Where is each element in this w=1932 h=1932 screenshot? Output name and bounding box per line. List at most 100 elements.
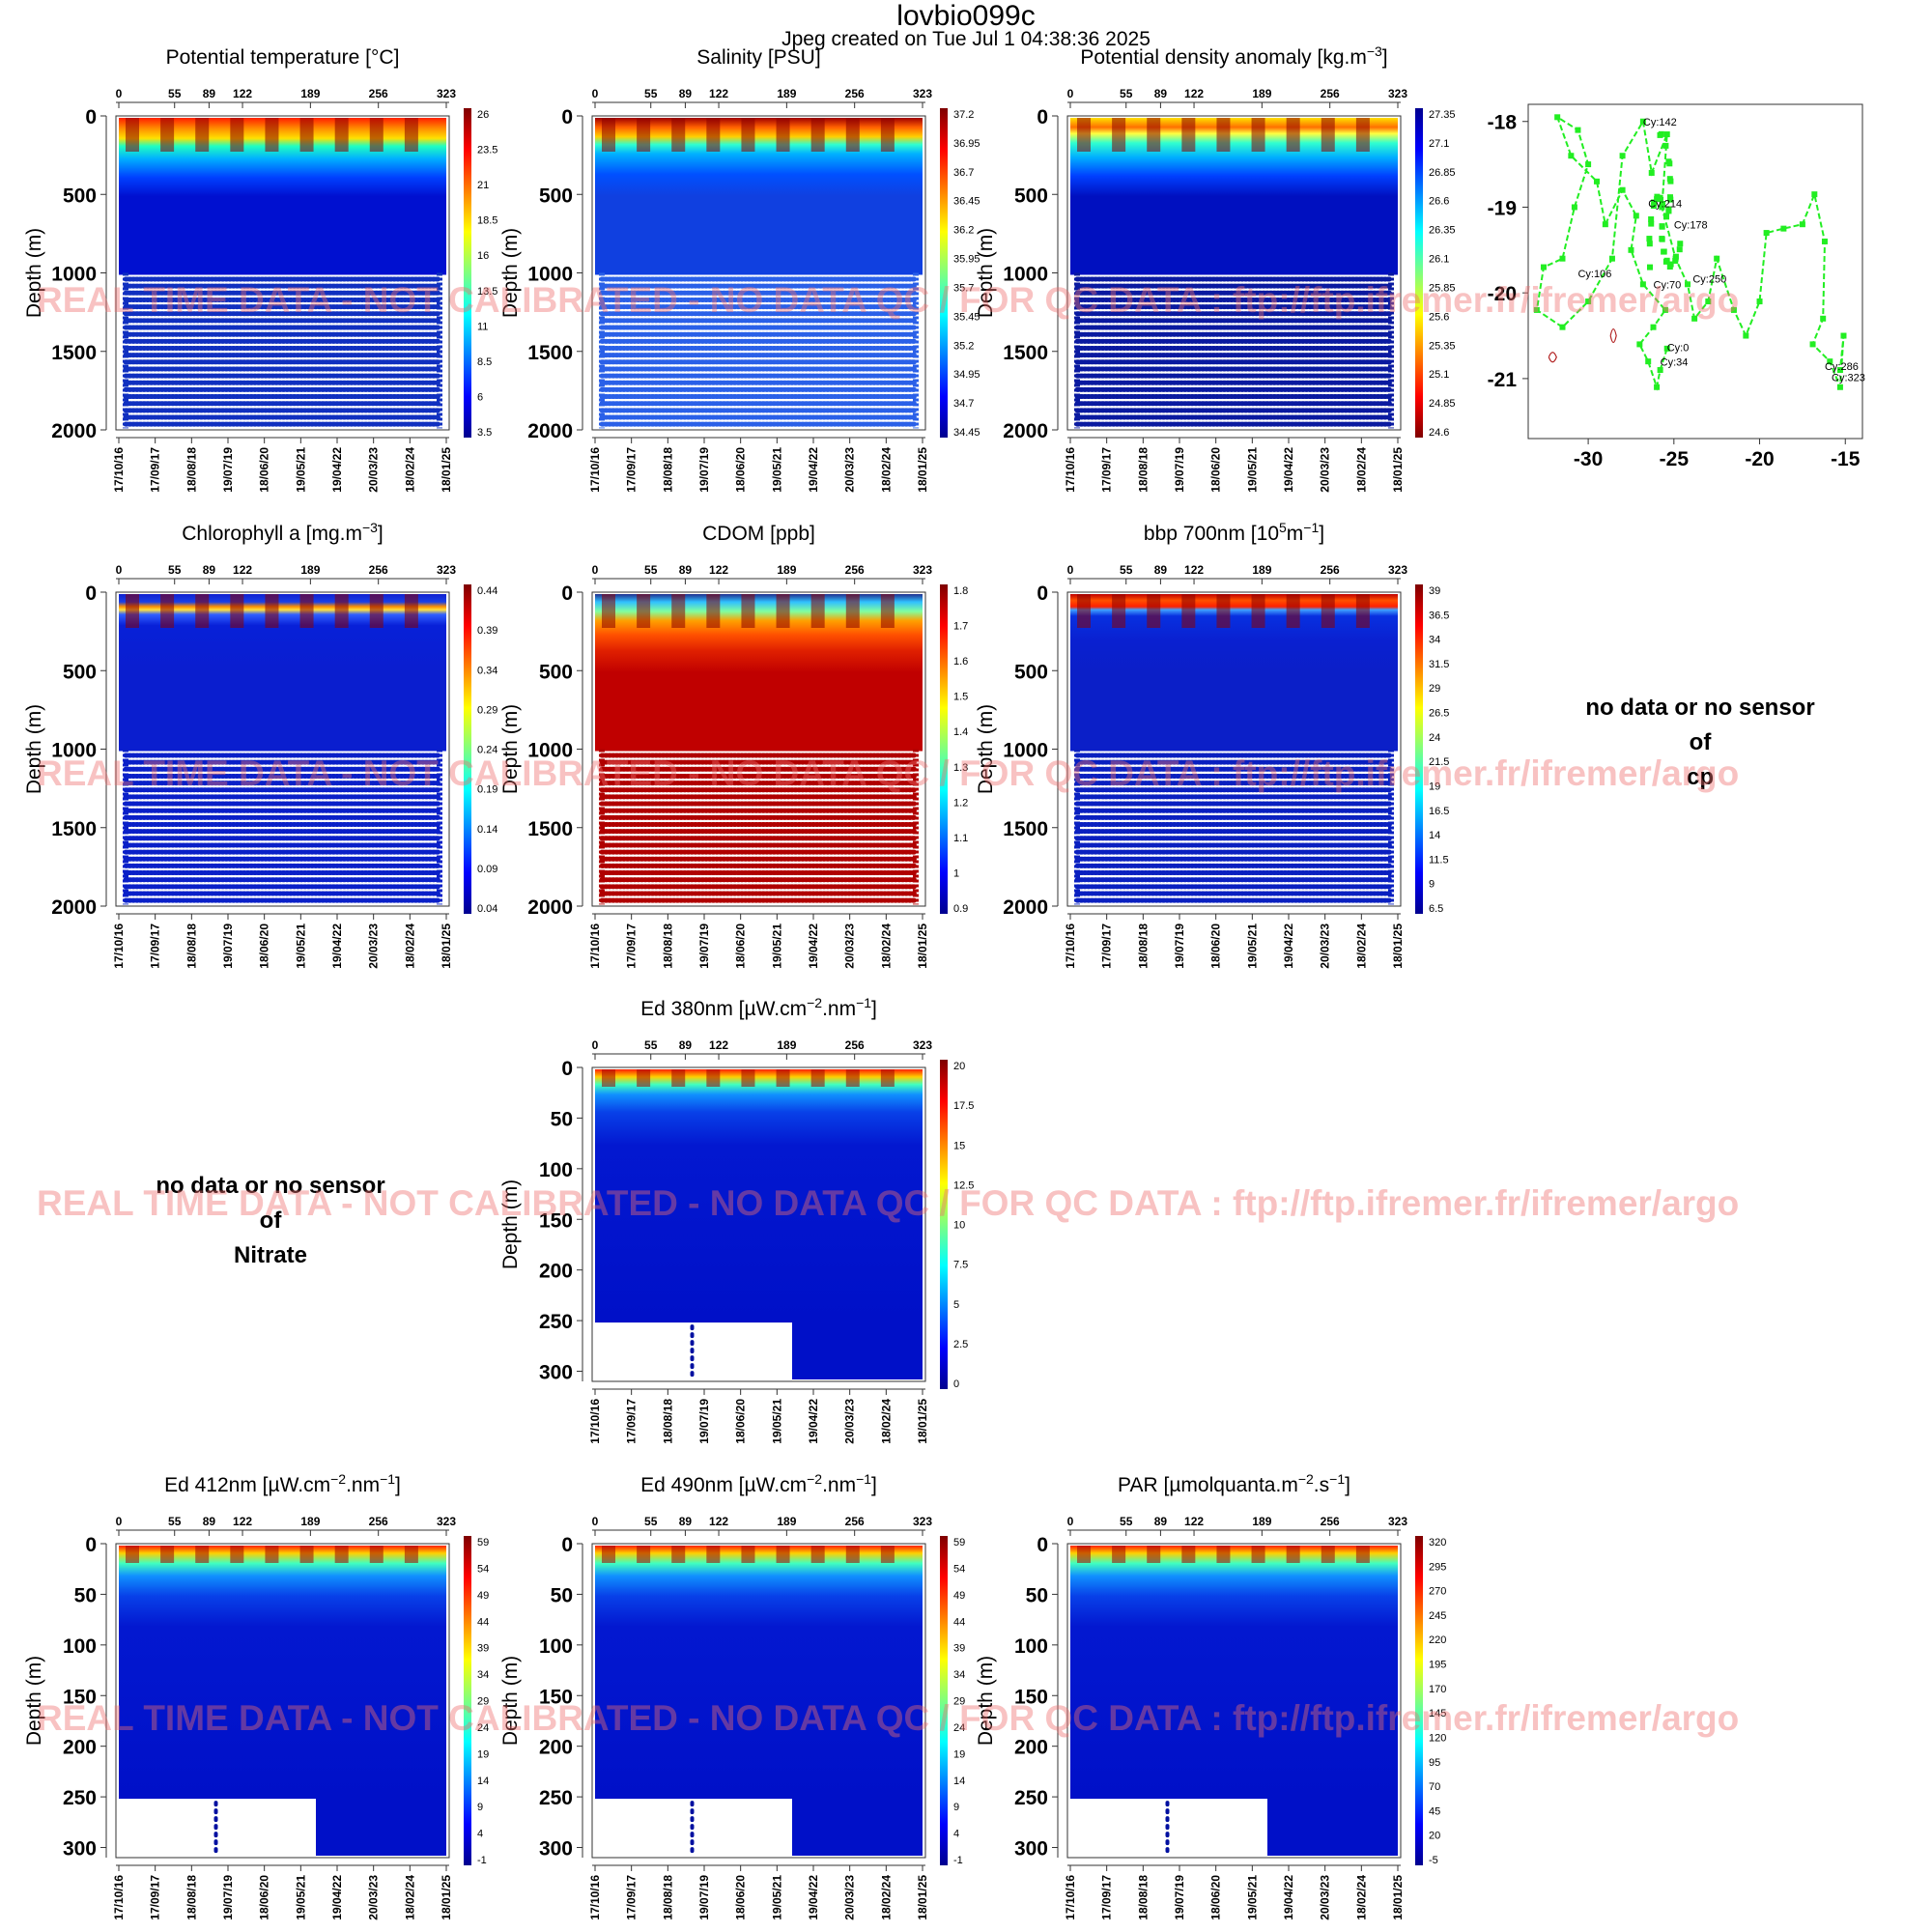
position-marker (1756, 298, 1763, 305)
colorbar-label: 34 (477, 1669, 489, 1681)
colorbar-label: 45 (1429, 1805, 1440, 1817)
colorbar (1415, 584, 1423, 914)
y-tick-label: 50 (551, 1108, 573, 1130)
colorbar-label: 16.5 (1429, 806, 1449, 817)
title-sup: −2 (330, 1471, 346, 1487)
surface-streaks (602, 118, 895, 152)
colorbar-label: 145 (1429, 1708, 1446, 1719)
colorbar-label: 26.6 (1429, 196, 1449, 208)
colorbar-label: 4 (477, 1829, 483, 1840)
colorbar-label: 27.35 (1429, 109, 1456, 121)
position-marker (1677, 241, 1684, 247)
x-tick-label: 19/07/19 (1173, 447, 1186, 493)
colorbar-label: 0.34 (477, 665, 497, 676)
colorbar-label: 20 (953, 1061, 965, 1072)
colorbar (940, 108, 948, 438)
position-marker (1650, 203, 1657, 210)
position-marker (1827, 358, 1833, 365)
streak (1077, 594, 1091, 628)
colorbar-label: 21 (477, 180, 489, 191)
x-tick-label: 17/10/16 (588, 1875, 602, 1920)
position-marker (1639, 118, 1646, 125)
position-marker (1533, 306, 1540, 313)
position-marker (1659, 236, 1665, 242)
x-tick-label: 19/04/22 (807, 1399, 820, 1444)
surface-streaks (126, 118, 418, 152)
colorbar-label: 59 (477, 1537, 489, 1548)
streak (299, 594, 314, 628)
panel-par: PAR [µmolquanta.m−2.s−1] 0 55 89 122 189 256 32… (975, 1471, 1446, 1920)
x-tick-label: 18/02/24 (1354, 923, 1368, 969)
colorbar-label: 6 (477, 391, 483, 403)
y-axis-label: Depth (m) (975, 228, 997, 318)
panel-title: Salinity [PSU] (696, 46, 820, 69)
streak (160, 594, 175, 628)
top-tick-label: 323 (913, 1038, 932, 1052)
x-tick-label: 19/05/21 (770, 1399, 783, 1444)
streak (741, 594, 755, 628)
x-tick-label: 18/02/24 (1354, 447, 1368, 493)
field-upper (595, 1546, 923, 1800)
streak (404, 594, 418, 628)
position-marker (1593, 178, 1600, 185)
x-tick-label: 20/03/23 (1319, 447, 1332, 493)
top-tick-label: 256 (845, 87, 865, 100)
colorbar-label: 34.45 (953, 427, 980, 439)
position-marker (1647, 264, 1654, 270)
y-tick-label: 100 (539, 1159, 573, 1181)
x-tick-label: 19/04/22 (330, 923, 344, 969)
streak (880, 1546, 895, 1563)
colorbar-label: 19 (953, 1748, 965, 1760)
colorbar-label: 1.2 (953, 797, 968, 809)
colorbar-label: 34 (953, 1669, 965, 1681)
streak (1286, 594, 1300, 628)
streak (265, 118, 279, 152)
colorbar-label: 36.45 (953, 196, 980, 208)
position-marker (1658, 130, 1664, 137)
x-tick-label: 17/10/16 (1064, 447, 1077, 493)
streak (1216, 1546, 1231, 1563)
streak (1286, 1546, 1300, 1563)
panel-title: Potential temperature [°C] (166, 46, 400, 69)
top-tick-label: 89 (203, 1515, 216, 1528)
position-marker (1646, 241, 1653, 247)
x-tick-label: 17/09/17 (1100, 923, 1114, 969)
y-tick-label: 250 (63, 1787, 97, 1809)
x-tick-label: 18/02/24 (879, 1399, 893, 1444)
streak (1355, 118, 1370, 152)
y-tick-label: 1500 (51, 342, 97, 364)
colorbar-label: 54 (953, 1563, 965, 1575)
position-marker (1667, 196, 1674, 203)
x-tick-label: 19/07/19 (697, 1399, 711, 1444)
streak (741, 118, 755, 152)
top-tick-label: 256 (845, 1515, 865, 1528)
position-marker (1662, 258, 1669, 265)
panel-density: Potential density anomaly [kg.m−3] 0 55 89 1… (975, 43, 1456, 493)
top-tick-label: 55 (1120, 87, 1133, 100)
y-tick-label: 1500 (1003, 342, 1048, 364)
streak (671, 594, 686, 628)
top-tick-label: 189 (300, 563, 320, 577)
y-axis-label: Depth (m) (975, 704, 997, 794)
x-tick-label: 19/05/21 (770, 923, 783, 969)
top-tick-label: 89 (203, 87, 216, 100)
x-tick-label: 18/02/24 (879, 923, 893, 969)
y-tick-label: 0 (561, 1534, 573, 1556)
surface-streaks (602, 1069, 895, 1087)
top-tick-label: 122 (709, 563, 728, 577)
colorbar-label: 21.5 (1429, 756, 1449, 768)
panel-salinity: Salinity [PSU] 0 55 89 122 189 256 323 0 500 1000 1… (499, 46, 980, 493)
top-tick-label: 55 (644, 563, 658, 577)
streak (880, 118, 895, 152)
panel-bbp: bbp 700nm [105m−1] 0 55 89 122 189 256 323 0 500 1… (975, 520, 1449, 969)
y-tick-label: 150 (1014, 1686, 1048, 1708)
colorbar-label: 49 (953, 1590, 965, 1602)
x-tick-label: 18/02/24 (1354, 1875, 1368, 1920)
colorbar-label: 25.1 (1429, 369, 1449, 381)
figure-title: lovbio099c (896, 0, 1036, 32)
streak (126, 118, 139, 152)
x-tick-label: 19/07/19 (221, 1875, 235, 1920)
streak (195, 1546, 210, 1563)
top-tick-label: 323 (913, 563, 932, 577)
top-tick-label: 89 (679, 1038, 693, 1052)
